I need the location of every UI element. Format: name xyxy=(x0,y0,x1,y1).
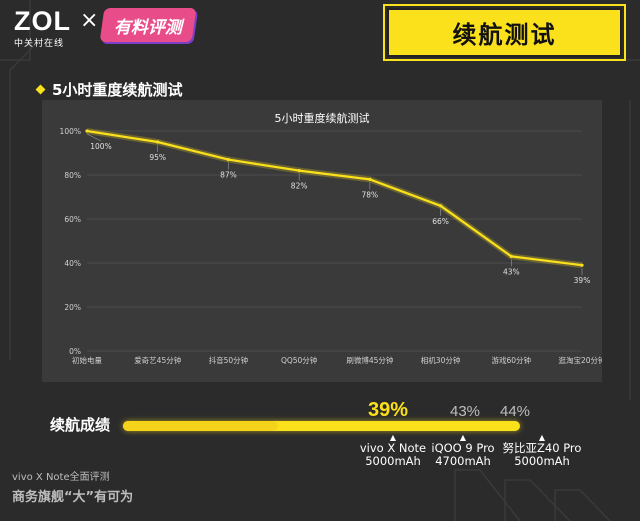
series-glow xyxy=(86,128,583,269)
data-point xyxy=(509,254,513,258)
result-bar xyxy=(123,421,520,431)
section-heading: 5小时重度续航测试 xyxy=(35,79,183,100)
data-label: 95% xyxy=(149,153,166,162)
zol-logo: ZOL 中关村在线 xyxy=(14,6,71,50)
marker-vivo-battery: 5000mAh xyxy=(365,454,421,468)
nubia-percentage: 44% xyxy=(500,403,531,420)
y-tick-label: 60% xyxy=(64,215,81,224)
triangle-up-icon: ▲ xyxy=(538,433,546,442)
x-tick-label: 爱奇艺45分钟 xyxy=(134,355,182,365)
badge-text: 有料评测 xyxy=(114,17,182,38)
result-label: 续航成绩 xyxy=(50,416,111,434)
line-chart: 5小时重度续航测试 0% 20% 40% 60% 80% 100% 初始电量 爱奇艺45分钟… xyxy=(60,111,602,365)
series-line xyxy=(86,129,583,267)
cross-icon: × xyxy=(80,8,99,33)
section-title: 5小时重度续航测试 xyxy=(52,81,183,99)
data-point xyxy=(226,158,231,162)
x-tick-label: 刷微博45分钟 xyxy=(346,355,394,365)
marker-iqoo: ▲ iQOO 9 Pro 4700mAh xyxy=(418,433,508,468)
chart-panel: 5小时重度续航测试 0% 20% 40% 60% 80% 100% 初始电量 爱奇艺45分钟… xyxy=(42,100,602,382)
x-tick-label: 相机30分钟 xyxy=(421,355,461,365)
x-tick-label: 游戏60分钟 xyxy=(492,355,532,365)
data-point xyxy=(580,263,584,267)
data-label: 87% xyxy=(220,171,237,180)
data-point xyxy=(85,129,89,133)
y-tick-label: 100% xyxy=(60,127,81,136)
marker-vivo: ▲ vivo X Note 5000mAh xyxy=(348,433,438,468)
x-tick-label: 初始电量 xyxy=(72,355,102,365)
page-title-box: 续航测试 xyxy=(383,4,626,61)
review-badge: 有料评测 xyxy=(99,8,197,42)
logo-subtitle: 中关村在线 xyxy=(14,39,65,49)
data-point xyxy=(368,177,372,181)
label-leader xyxy=(86,133,102,142)
marker-iqoo-name: iQOO 9 Pro xyxy=(431,441,495,455)
data-label: 39% xyxy=(574,276,591,285)
data-label: 66% xyxy=(432,217,449,226)
marker-vivo-name: vivo X Note xyxy=(359,441,427,455)
result-bar-fill xyxy=(123,421,278,431)
footer-review-title: vivo X Note全面评测 xyxy=(12,472,110,483)
logo-text: ZOL xyxy=(14,6,71,36)
data-label: 100% xyxy=(90,142,111,151)
x-tick-label: 抖音50分钟 xyxy=(209,355,249,365)
triangle-up-icon: ▲ xyxy=(459,433,467,442)
page-title: 续航测试 xyxy=(452,21,557,49)
x-tick-label: QQ50分钟 xyxy=(281,355,318,365)
marker-nubia: ▲ 努比亚Z40 Pro 5000mAh xyxy=(497,433,587,468)
marker-nubia-name: 努比亚Z40 Pro xyxy=(502,441,582,455)
chart-title: 5小时重度续航测试 xyxy=(275,111,370,125)
data-label: 43% xyxy=(503,267,520,276)
diamond-icon xyxy=(35,84,46,95)
y-tick-label: 40% xyxy=(64,259,81,268)
data-point xyxy=(156,140,160,144)
y-tick-label: 20% xyxy=(64,303,81,312)
data-label: 78% xyxy=(362,190,379,199)
data-point xyxy=(297,169,301,173)
triangle-up-icon: ▲ xyxy=(389,433,397,442)
marker-nubia-battery: 5000mAh xyxy=(514,454,570,468)
data-point xyxy=(438,204,443,208)
iqoo-percentage: 43% xyxy=(450,403,481,420)
data-label: 82% xyxy=(291,182,308,191)
footer-slogan: 商务旗舰“大”有可为 xyxy=(12,490,134,505)
y-tick-label: 0% xyxy=(69,347,81,356)
marker-iqoo-battery: 4700mAh xyxy=(435,454,491,468)
main-percentage: 39% xyxy=(368,399,409,421)
x-tick-label: 逛淘宝20分钟 xyxy=(558,355,602,365)
y-tick-label: 80% xyxy=(64,171,81,180)
